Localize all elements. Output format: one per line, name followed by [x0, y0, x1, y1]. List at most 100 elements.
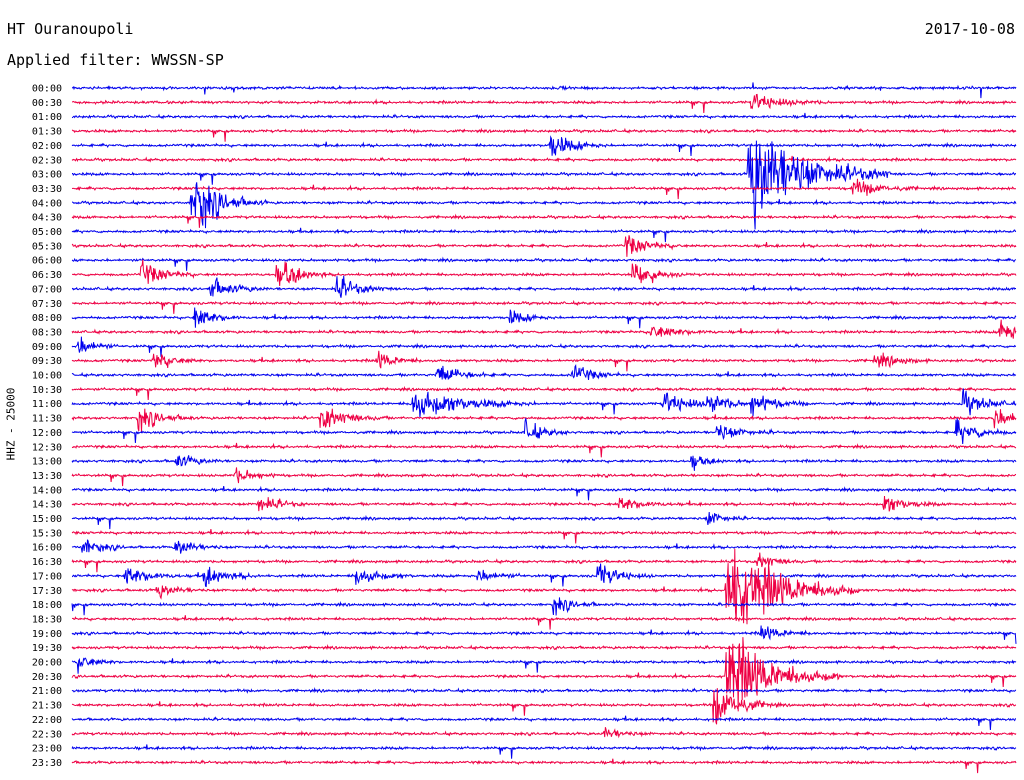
row-label-2330: 23:30: [32, 758, 62, 769]
row-label-0930: 09:30: [32, 356, 62, 367]
trace-1500: [71, 511, 1017, 530]
row-label-0630: 06:30: [32, 270, 62, 281]
trace-1530: [71, 528, 1017, 544]
trace-1700: [71, 563, 1017, 588]
row-label-0900: 09:00: [32, 342, 62, 353]
row-label-1830: 18:30: [32, 614, 62, 625]
row-label-1400: 14:00: [32, 485, 62, 496]
row-label-0800: 08:00: [32, 313, 62, 324]
trace-1100: [71, 388, 1017, 418]
row-label-1100: 11:00: [32, 399, 62, 410]
row-labels: 00:00 00:30 01:00 01:30 02:00 02:30 03:00 03:30…: [32, 84, 62, 769]
row-label-1900: 19:00: [32, 629, 62, 640]
trace-0900: [71, 336, 1017, 357]
row-label-0230: 02:30: [32, 155, 62, 166]
row-label-0400: 04:00: [32, 198, 62, 209]
trace-0100: [71, 112, 1017, 120]
trace-0930: [71, 350, 1017, 372]
trace-1830: [71, 615, 1017, 630]
row-label-0830: 08:30: [32, 327, 62, 338]
row-label-1630: 16:30: [32, 557, 62, 568]
trace-1730: [71, 548, 1017, 625]
trace-0300: [72, 140, 1016, 230]
row-label-0530: 05:30: [32, 241, 62, 252]
trace-0830: [71, 319, 1017, 339]
trace-0530: [71, 235, 1017, 257]
row-label-1200: 12:00: [32, 428, 62, 439]
row-label-1730: 17:30: [32, 586, 62, 597]
trace-0030: [72, 93, 1017, 114]
filter-label: Applied filter: WWSSN-SP: [7, 51, 224, 69]
trace-0800: [71, 307, 1017, 329]
traces: [71, 82, 1017, 774]
trace-0500: [71, 227, 1017, 243]
row-label-1130: 11:30: [32, 414, 62, 425]
trace-1630: [71, 552, 1017, 573]
trace-0730: [71, 299, 1017, 314]
record-date: 2017-10-08: [924, 20, 1015, 38]
trace-0230: [71, 155, 1017, 163]
trace-1030: [71, 385, 1017, 401]
trace-1130: [71, 408, 1017, 433]
row-label-0330: 03:30: [32, 184, 62, 195]
trace-2300: [71, 744, 1017, 759]
trace-1000: [71, 363, 1017, 380]
row-label-1530: 15:30: [32, 528, 62, 539]
trace-1800: [71, 597, 1017, 616]
row-label-1000: 10:00: [32, 371, 62, 382]
row-label-2130: 21:30: [32, 701, 62, 712]
trace-2100: [71, 687, 1017, 694]
trace-0700: [71, 275, 1016, 298]
trace-0000: [71, 82, 1017, 99]
trace-2230: [71, 727, 1017, 739]
trace-1900: [71, 625, 1017, 644]
trace-0600: [71, 256, 1017, 271]
row-label-1300: 13:00: [32, 457, 62, 468]
row-label-2230: 22:30: [32, 729, 62, 740]
row-label-1330: 13:30: [32, 471, 62, 482]
trace-0130: [71, 127, 1017, 142]
trace-1300: [71, 455, 1017, 471]
trace-1600: [71, 539, 1017, 554]
row-label-0430: 04:30: [32, 213, 62, 224]
row-label-0300: 03:00: [32, 170, 62, 181]
trace-2030: [71, 637, 1017, 712]
trace-2200: [71, 715, 1017, 731]
trace-1230: [71, 442, 1017, 458]
row-label-0000: 00:00: [32, 84, 62, 95]
row-label-1930: 19:30: [32, 643, 62, 654]
row-label-2100: 21:00: [32, 686, 62, 697]
station-name: HT Ouranoupoli: [7, 20, 134, 38]
row-label-0100: 01:00: [32, 112, 62, 123]
trace-0630: [72, 259, 1017, 286]
row-label-1030: 10:30: [32, 385, 62, 396]
row-label-0730: 07:30: [32, 299, 62, 310]
trace-0400: [72, 182, 1017, 229]
row-label-2200: 22:00: [32, 715, 62, 726]
row-label-0700: 07:00: [32, 284, 62, 295]
row-label-1230: 12:30: [32, 442, 62, 453]
row-label-0600: 06:00: [32, 256, 62, 267]
trace-1200: [71, 418, 1017, 445]
trace-1330: [71, 467, 1016, 487]
trace-2130: [71, 688, 1017, 725]
row-label-2000: 20:00: [32, 658, 62, 669]
trace-2330: [71, 758, 1017, 774]
trace-1430: [71, 495, 1017, 512]
trace-1400: [71, 485, 1017, 501]
row-label-0130: 01:30: [32, 127, 62, 138]
row-label-2030: 20:30: [32, 672, 62, 683]
trace-2000: [71, 657, 1017, 674]
row-label-0500: 05:00: [32, 227, 62, 238]
row-label-1430: 14:30: [32, 500, 62, 511]
row-label-2300: 23:00: [32, 744, 62, 755]
row-label-1700: 17:00: [32, 571, 62, 582]
row-label-1600: 16:00: [32, 543, 62, 554]
trace-0330: [71, 178, 1016, 200]
row-label-1500: 15:00: [32, 514, 62, 525]
trace-0200: [71, 135, 1017, 157]
trace-0430: [71, 213, 1017, 228]
row-label-0030: 00:30: [32, 98, 62, 109]
row-label-1800: 18:00: [32, 600, 62, 611]
